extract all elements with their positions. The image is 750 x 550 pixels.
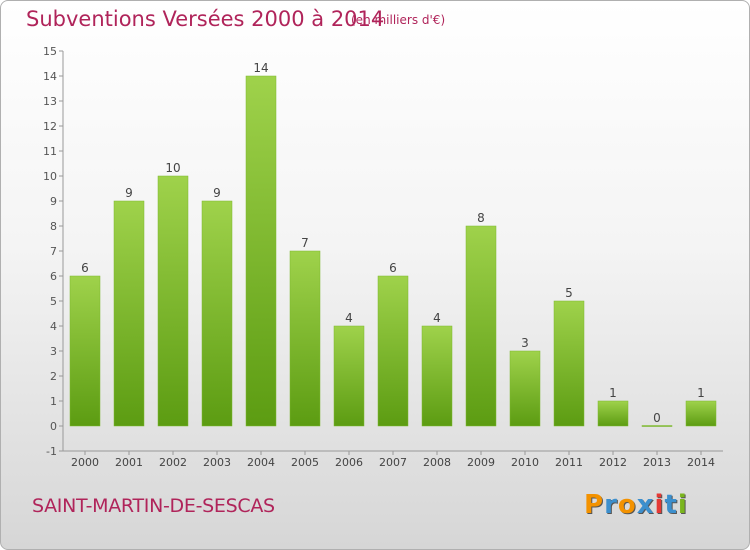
bar-2001	[113, 200, 145, 427]
x-tick-label: 2003	[203, 456, 231, 469]
bars	[69, 75, 717, 427]
x-tick-label: 2011	[555, 456, 583, 469]
y-tick-label: 0	[50, 420, 57, 433]
y-tick-label: 13	[43, 95, 57, 108]
logo-letter: x	[636, 490, 655, 520]
proxiti-logo[interactable]: Proxiti	[584, 490, 688, 520]
x-tick-label: 2014	[687, 456, 715, 469]
data-label-2009: 8	[477, 211, 485, 225]
y-tick-label: 15	[43, 45, 57, 58]
data-label-2002: 10	[165, 161, 180, 175]
y-tick-label: 12	[43, 120, 57, 133]
y-tick-label: 4	[50, 320, 57, 333]
data-label-2006: 4	[345, 311, 353, 325]
data-label-2012: 1	[609, 386, 617, 400]
y-tick-label: 7	[50, 245, 57, 258]
logo-letter: o	[617, 490, 637, 520]
bar-2003	[201, 200, 233, 427]
data-label-2005: 7	[301, 236, 309, 250]
data-label-2007: 6	[389, 261, 397, 275]
x-tick-label: 2013	[643, 456, 671, 469]
data-label-2003: 9	[213, 186, 221, 200]
data-label-2013: 0	[653, 411, 661, 425]
bar-2011	[553, 300, 585, 427]
logo-letter: t	[664, 490, 678, 520]
data-label-2008: 4	[433, 311, 441, 325]
x-tick-label: 2012	[599, 456, 627, 469]
chart-unit: (en milliers d'€)	[351, 13, 446, 27]
data-label-2010: 3	[521, 336, 529, 350]
data-label-2000: 6	[81, 261, 89, 275]
x-tick-label: 2001	[115, 456, 143, 469]
bar-2012	[597, 400, 629, 427]
y-tick-label: 11	[43, 145, 57, 158]
y-tick-label: 2	[50, 370, 57, 383]
bar-2014	[685, 400, 717, 427]
bar-2004	[245, 75, 277, 427]
logo-letter: i	[654, 490, 665, 520]
x-tick-label: 2002	[159, 456, 187, 469]
city-name: SAINT-MARTIN-DE-SESCAS	[32, 495, 275, 517]
bar-2005	[289, 250, 321, 427]
bar-2010	[509, 350, 541, 427]
y-tick-label: 3	[50, 345, 57, 358]
data-label-2001: 9	[125, 186, 133, 200]
logo-letter: P	[584, 490, 605, 520]
data-label-2004: 14	[253, 61, 268, 75]
logo-letter: i	[677, 490, 688, 520]
y-tick-label: -1	[46, 445, 57, 458]
y-tick-label: 9	[50, 195, 57, 208]
y-tick-label: 14	[43, 70, 57, 83]
x-tick-label: 2000	[71, 456, 99, 469]
y-tick-label: 8	[50, 220, 57, 233]
bar-2013	[641, 425, 673, 427]
x-tick-label: 2006	[335, 456, 363, 469]
x-tick-label: 2009	[467, 456, 495, 469]
x-tick-label: 2005	[291, 456, 319, 469]
bar-2000	[69, 275, 101, 427]
bar-2009	[465, 225, 497, 427]
chart-title: Subventions Versées 2000 à 2014	[26, 7, 385, 31]
y-tick-label: 10	[43, 170, 57, 183]
y-tick-label: 6	[50, 270, 57, 283]
x-tick-label: 2010	[511, 456, 539, 469]
bar-2008	[421, 325, 453, 427]
x-tick-label: 2004	[247, 456, 275, 469]
data-label-2011: 5	[565, 286, 573, 300]
data-label-2014: 1	[697, 386, 705, 400]
bar-2007	[377, 275, 409, 427]
bar-2006	[333, 325, 365, 427]
y-tick-label: 5	[50, 295, 57, 308]
y-tick-label: 1	[50, 395, 57, 408]
bar-2002	[157, 175, 189, 427]
x-tick-label: 2007	[379, 456, 407, 469]
logo-letter: r	[604, 490, 618, 520]
x-tick-label: 2008	[423, 456, 451, 469]
